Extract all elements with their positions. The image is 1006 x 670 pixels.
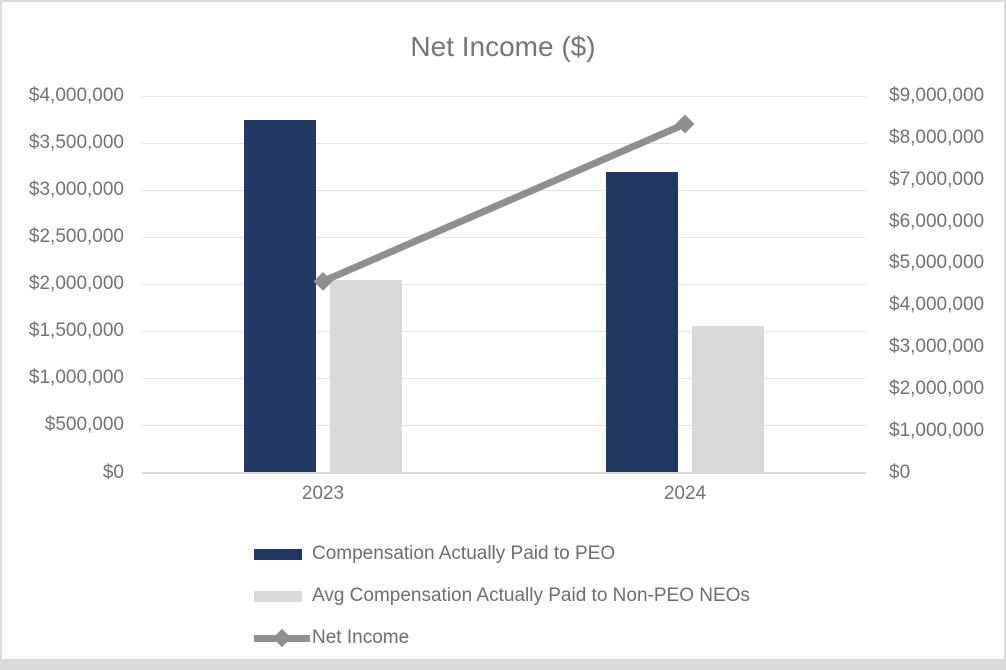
bar-series1-2024 — [692, 325, 764, 473]
legend-item-net-income: Net Income — [254, 627, 409, 649]
bar-series1-2023 — [330, 280, 402, 473]
legend-item-non-peo: Avg Compensation Actually Paid to Non-PE… — [254, 585, 750, 607]
right-axis-tick-label: $5,000,000 — [889, 252, 985, 274]
left-axis-tick-label: $2,500,000 — [28, 226, 124, 248]
right-axis-tick-label: $7,000,000 — [889, 168, 985, 190]
x-axis-line — [142, 471, 866, 474]
x-axis-label: 2024 — [663, 483, 707, 504]
chart-title: Net Income ($) — [410, 31, 596, 62]
diamond-marker-icon — [675, 114, 695, 134]
left-axis-tick-label: $500,000 — [44, 414, 124, 436]
peo-bar-swatch — [254, 548, 302, 560]
net-income-line-swatch — [254, 628, 310, 648]
gridline — [142, 377, 866, 379]
x-axis-label: 2023 — [301, 483, 345, 504]
left-axis-tick-label: $2,000,000 — [28, 273, 124, 295]
legend-label-net-income: Net Income — [312, 627, 410, 648]
left-axis-tick-label: $3,000,000 — [28, 179, 124, 201]
left-axis-tick-label: $3,500,000 — [28, 132, 124, 154]
legend-label-non-peo: Avg Compensation Actually Paid to Non-PE… — [312, 585, 750, 606]
right-axis-tick-label: $2,000,000 — [889, 377, 985, 399]
gridline — [142, 330, 866, 332]
right-axis-tick-label: $6,000,000 — [889, 210, 985, 232]
right-axis-tick-label: $1,000,000 — [889, 419, 985, 441]
gridline — [142, 424, 866, 426]
left-axis-tick-label: $1,500,000 — [28, 320, 124, 342]
gridline — [142, 95, 866, 97]
left-axis-tick-label: $1,000,000 — [28, 367, 124, 389]
bottom-border-strip — [2, 659, 1004, 668]
non-peo-bar-swatch — [254, 590, 302, 602]
left-axis-tick-label: $0 — [102, 461, 124, 483]
right-axis-tick-label: $9,000,000 — [889, 85, 985, 106]
legend-label-peo: Compensation Actually Paid to PEO — [312, 543, 616, 564]
bar-series0-2023 — [244, 120, 316, 473]
left-axis-tick-label: $4,000,000 — [28, 85, 124, 106]
legend-item-peo: Compensation Actually Paid to PEO — [254, 543, 615, 565]
right-axis-tick-label: $4,000,000 — [889, 294, 985, 316]
right-axis-tick-label: $3,000,000 — [889, 336, 985, 357]
right-axis-tick-label: $8,000,000 — [889, 126, 985, 148]
right-axis-tick-label: $0 — [889, 461, 911, 483]
bar-series0-2024 — [606, 172, 678, 473]
diamond-marker-icon — [272, 628, 292, 648]
